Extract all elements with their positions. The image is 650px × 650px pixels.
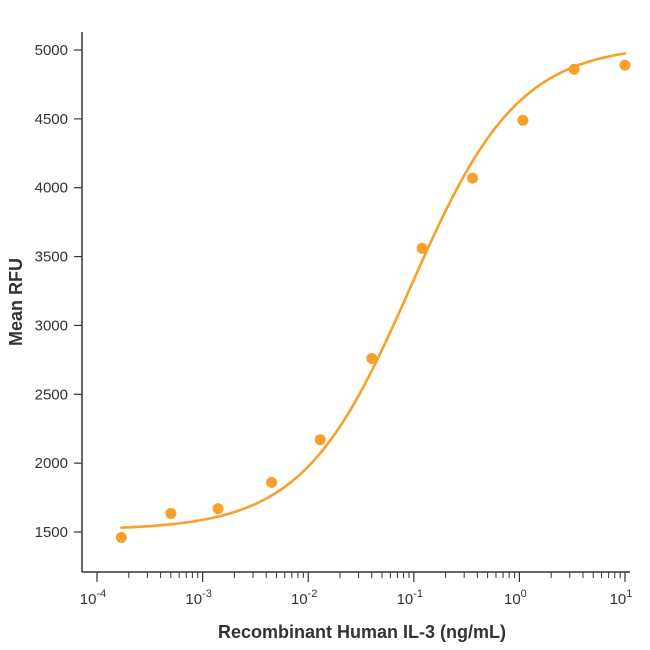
x-tick-exponent: 1 [626, 588, 632, 600]
data-point [165, 507, 177, 519]
data-points [115, 59, 631, 544]
x-tick-exponent: -3 [202, 588, 212, 600]
data-point [416, 242, 428, 254]
x-tick-base: 10 [185, 591, 202, 608]
y-tick-label: 4000 [35, 180, 68, 197]
x-tick-base: 10 [397, 591, 414, 608]
x-tick-label: 101 [610, 588, 633, 608]
data-point [568, 63, 580, 75]
x-tick-exponent: -1 [413, 588, 423, 600]
x-tick-base: 10 [504, 591, 521, 608]
data-point [212, 503, 224, 515]
x-tick-exponent: -4 [96, 588, 106, 600]
y-tick-label: 5000 [35, 42, 68, 59]
x-tick-base: 10 [80, 591, 97, 608]
y-axis: 1500 2000 2500 3000 3500 4000 4500 5000 [35, 32, 83, 572]
x-tick-base: 10 [291, 591, 308, 608]
data-point [619, 59, 631, 71]
y-tick-label: 3500 [35, 249, 68, 266]
data-point [266, 476, 278, 488]
data-point [115, 532, 127, 544]
fit-curve [120, 52, 627, 529]
x-tick-label: 10-2 [291, 588, 317, 608]
y-tick-label: 1500 [35, 524, 68, 541]
x-axis-title: Recombinant Human IL-3 (ng/mL) [218, 622, 506, 642]
x-tick-label: 10-3 [185, 588, 211, 608]
y-tick-label: 3000 [35, 317, 68, 334]
y-axis-title: Mean RFU [6, 258, 26, 346]
x-ticks: 10-4 10-3 10-2 10-1 100 101 [80, 572, 633, 608]
y-tick-label: 2000 [35, 455, 68, 472]
data-point [314, 434, 326, 446]
data-point [517, 114, 529, 126]
x-tick-label: 10-4 [80, 588, 106, 608]
y-tick-label: 4500 [35, 111, 68, 128]
x-axis: 10-4 10-3 10-2 10-1 100 101 [80, 571, 633, 608]
y-tick-label: 2500 [35, 386, 68, 403]
y-ticks: 1500 2000 2500 3000 3500 4000 4500 5000 [35, 42, 82, 541]
x-tick-label: 10-1 [397, 588, 423, 608]
x-tick-exponent: -2 [308, 588, 318, 600]
x-tick-exponent: 0 [521, 588, 527, 600]
fit-curve-group [120, 52, 627, 529]
x-tick-base: 10 [610, 591, 627, 608]
data-point [467, 172, 479, 184]
data-point [366, 352, 378, 364]
x-tick-label: 100 [504, 588, 527, 608]
